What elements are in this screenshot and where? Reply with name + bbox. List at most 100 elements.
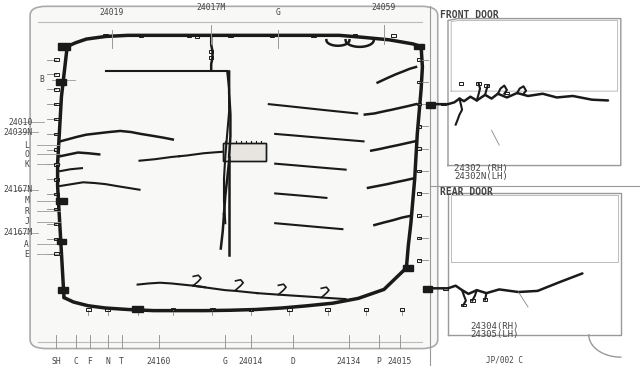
Bar [461, 304, 466, 307]
Bar [426, 102, 435, 108]
Bar [195, 35, 200, 38]
Text: O: O [24, 150, 29, 159]
Bar [458, 82, 463, 85]
Text: 24302N(LH): 24302N(LH) [454, 172, 508, 181]
Text: SH: SH [51, 357, 61, 366]
Text: N: N [105, 357, 110, 366]
Bar [86, 308, 91, 311]
Text: 24059: 24059 [372, 3, 396, 12]
Text: F: F [87, 357, 92, 366]
Text: FRONT DOOR: FRONT DOOR [440, 10, 499, 20]
Bar [223, 143, 266, 161]
Bar [414, 44, 424, 49]
Bar [312, 34, 316, 36]
Bar [54, 178, 59, 180]
Bar [442, 103, 445, 105]
Bar [170, 308, 175, 311]
Bar [417, 192, 422, 195]
Bar [54, 73, 59, 76]
Text: R: R [24, 207, 29, 216]
Bar [136, 308, 140, 311]
Bar [54, 88, 59, 90]
Text: C: C [73, 357, 78, 366]
Bar [364, 308, 369, 311]
Bar [483, 298, 488, 301]
Text: G: G [276, 8, 281, 17]
Text: 24039N: 24039N [3, 128, 33, 137]
Bar [470, 299, 475, 302]
Bar [209, 56, 214, 59]
Text: J: J [24, 217, 29, 226]
Bar [54, 237, 59, 240]
Text: 24160: 24160 [147, 357, 171, 366]
Bar [54, 118, 59, 120]
Text: JP/002 C: JP/002 C [486, 356, 524, 365]
Bar [417, 58, 422, 61]
Bar [417, 125, 422, 128]
Bar [54, 208, 59, 211]
Text: REAR DOOR: REAR DOOR [440, 187, 493, 197]
Text: 24134: 24134 [337, 357, 361, 366]
Bar [223, 143, 266, 161]
Bar [58, 287, 68, 293]
Bar [54, 132, 59, 135]
Text: 24019: 24019 [100, 8, 124, 17]
Bar [54, 163, 59, 166]
Bar [403, 265, 413, 271]
Bar [417, 103, 422, 105]
Text: 24014: 24014 [239, 357, 263, 366]
Bar [353, 34, 358, 36]
Bar [443, 288, 448, 290]
Text: 24167M: 24167M [3, 228, 33, 237]
Bar [105, 308, 110, 311]
Bar [417, 170, 422, 172]
Bar [392, 34, 396, 36]
Bar [417, 214, 422, 217]
Bar [484, 84, 489, 87]
Bar [54, 222, 59, 225]
Bar [228, 34, 233, 36]
Bar [54, 193, 59, 196]
Bar [287, 308, 292, 311]
Bar [104, 34, 108, 36]
Text: P: P [376, 357, 381, 366]
Text: 24167N: 24167N [3, 185, 33, 194]
Text: L: L [24, 141, 29, 150]
Text: 24305(LH): 24305(LH) [470, 330, 519, 339]
Bar [139, 34, 143, 36]
Bar [209, 50, 214, 52]
Text: K: K [24, 160, 29, 169]
Bar [187, 34, 191, 36]
Bar [476, 82, 481, 85]
Bar [423, 286, 432, 292]
FancyBboxPatch shape [30, 6, 438, 349]
Bar [132, 306, 143, 312]
Text: 24015: 24015 [388, 357, 412, 366]
Text: 24017M: 24017M [196, 3, 226, 12]
Bar [57, 239, 66, 244]
Text: D: D [291, 357, 296, 366]
Bar [54, 58, 59, 61]
Bar [326, 308, 330, 311]
Bar [54, 148, 59, 151]
Text: 24304(RH): 24304(RH) [470, 322, 519, 331]
Bar [56, 198, 67, 204]
Bar [210, 308, 215, 311]
Bar [505, 92, 509, 94]
Bar [54, 252, 59, 255]
Text: E: E [24, 250, 29, 259]
Text: B: B [40, 76, 45, 84]
Bar [400, 308, 404, 311]
Text: T: T [119, 357, 124, 366]
Bar [54, 103, 59, 105]
Bar [417, 237, 422, 240]
Text: 24010: 24010 [8, 118, 33, 126]
Bar [417, 259, 422, 262]
Bar [249, 308, 253, 311]
Bar [270, 34, 275, 36]
Text: M: M [24, 196, 29, 205]
Bar [417, 147, 422, 150]
Bar [58, 43, 70, 50]
Bar [56, 79, 66, 85]
Text: G: G [223, 357, 228, 366]
